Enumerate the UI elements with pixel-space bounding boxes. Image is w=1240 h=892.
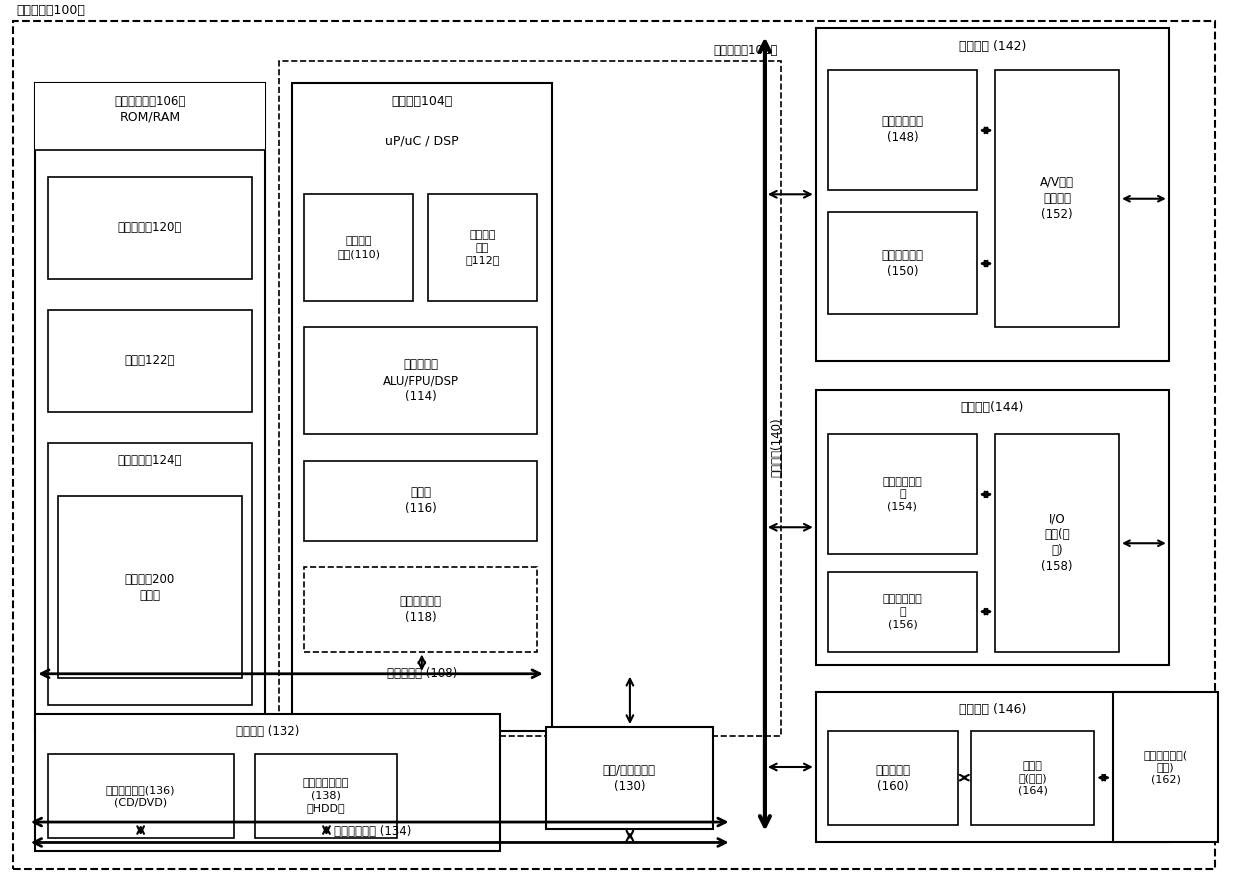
Bar [254,754,397,838]
Text: 通信设备 (146): 通信设备 (146) [959,703,1025,716]
Bar [828,434,977,554]
Text: I/O
端口(多
个)
(158): I/O 端口(多 个) (158) [1042,512,1073,574]
Text: 音频处理单元
(150): 音频处理单元 (150) [882,249,924,277]
Text: 图像处理单元
(148): 图像处理单元 (148) [882,115,924,145]
Bar [48,310,252,412]
Bar [428,194,537,301]
Text: 储存设备 (132): 储存设备 (132) [236,725,299,739]
Text: 通信端
口(多个)
(164): 通信端 口(多个) (164) [1018,761,1048,796]
Text: 基本配置（102）: 基本配置（102） [713,44,777,57]
Text: 其他计算设备(
多个)
(162): 其他计算设备( 多个) (162) [1143,749,1188,784]
Text: 程序数据（124）: 程序数据（124） [118,454,182,467]
Bar [1114,691,1218,842]
Text: 处理器核心
ALU/FPU/DSP
(114): 处理器核心 ALU/FPU/DSP (114) [383,359,459,403]
Text: 计算设备（100）: 计算设备（100） [17,4,86,17]
Bar [828,731,959,825]
Text: 不可移除储存器
(138)
（HDD）: 不可移除储存器 (138) （HDD） [303,779,348,814]
Text: 系统存储器（106）: 系统存储器（106） [114,95,186,108]
Bar [36,83,264,150]
Bar [36,83,264,731]
Text: 外围接口(144): 外围接口(144) [961,401,1024,414]
Text: 可移除储存器(136)
(CD/DVD): 可移除储存器(136) (CD/DVD) [105,785,175,807]
Bar [816,691,1169,842]
Bar [304,460,537,541]
Text: 操作系统（120）: 操作系统（120） [118,221,182,234]
Text: 输出设备 (142): 输出设备 (142) [959,40,1025,53]
Bar [36,714,500,851]
Bar [816,390,1169,665]
Text: 并行接口控制
器
(156): 并行接口控制 器 (156) [883,594,923,629]
Bar [48,443,252,705]
Bar [304,194,413,301]
Text: 执行方法200
的指令: 执行方法200 的指令 [125,573,175,602]
Text: 二级高速
缓存
（112）: 二级高速 缓存 （112） [465,230,500,265]
Text: ROM/RAM: ROM/RAM [119,110,181,123]
Text: 存储器总线 (108): 存储器总线 (108) [387,667,458,681]
Bar [996,434,1120,651]
Text: 应用（122）: 应用（122） [125,354,175,368]
Text: 一级高速
缓存(110): 一级高速 缓存(110) [337,236,381,259]
Bar [828,212,977,314]
Text: A/V端口
（多个）
(152): A/V端口 （多个） (152) [1040,177,1074,221]
Bar [48,754,233,838]
Text: 处理器（104）: 处理器（104） [391,95,453,108]
Bar [971,731,1095,825]
Bar [304,567,537,651]
Text: 寄存器
(116): 寄存器 (116) [404,486,436,515]
Text: 存储器控制器
(118): 存储器控制器 (118) [399,595,441,624]
Text: 网络控制器
(160): 网络控制器 (160) [875,764,910,793]
Text: uP/uC / DSP: uP/uC / DSP [384,135,459,147]
Bar [291,83,552,731]
Bar [996,70,1120,327]
Bar [48,177,252,278]
Text: 串行接口控制
器
(154): 串行接口控制 器 (154) [883,476,923,511]
Bar [828,70,977,190]
Text: 储存接口总线 (134): 储存接口总线 (134) [334,825,410,838]
Text: 接口总线(140): 接口总线(140) [770,417,784,477]
Bar [546,727,713,830]
Bar [828,572,977,651]
Bar [279,62,781,736]
Text: 总线/接口控制器
(130): 总线/接口控制器 (130) [603,764,656,793]
Bar [58,496,242,678]
Bar [304,327,537,434]
Bar [816,29,1169,361]
